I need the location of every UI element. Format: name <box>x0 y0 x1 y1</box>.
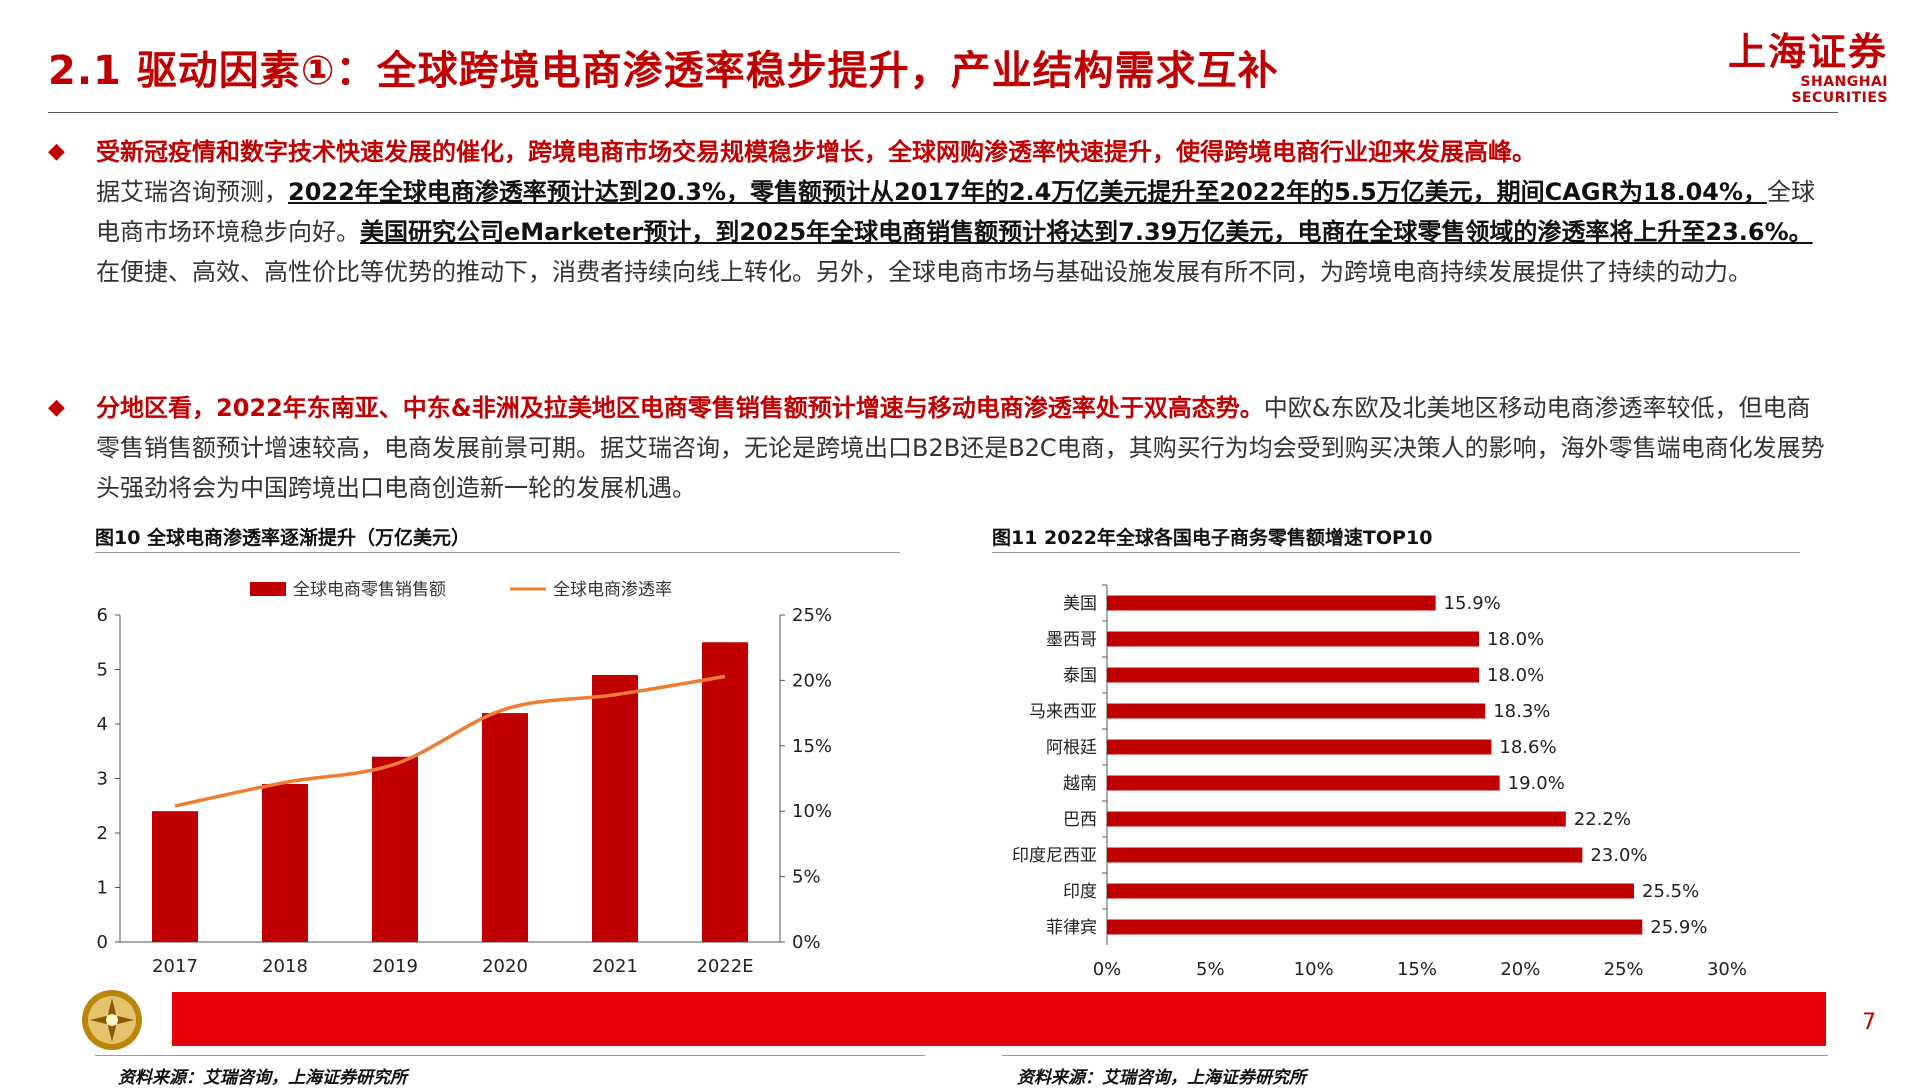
right-tick-label: 15% <box>792 736 832 757</box>
figure10-source: 资料来源：艾瑞咨询，上海证券研究所 <box>118 1068 407 1088</box>
figure11-title-rule <box>992 552 1800 553</box>
title-divider <box>48 112 1838 113</box>
category-label: 印度 <box>1063 882 1097 902</box>
category-label: 越南 <box>1063 774 1097 794</box>
figure11-source-rule <box>1002 1055 1828 1056</box>
para2-headline: 分地区看，2022年东南亚、中东&非洲及拉美地区电商零售销售额预计增速与移动电商… <box>96 394 1264 422</box>
x-tick-label: 2022E <box>696 956 753 977</box>
left-tick-label: 6 <box>97 605 108 626</box>
category-label: 马来西亚 <box>1029 702 1097 722</box>
right-tick-label: 5% <box>792 867 821 888</box>
value-label: 25.5% <box>1642 881 1699 902</box>
left-tick-label: 0 <box>97 932 108 953</box>
x-tick-label: 2021 <box>592 956 638 977</box>
bar-2021 <box>592 674 638 942</box>
figure10-title: 图10 全球电商渗透率逐渐提升（万亿美元） <box>95 527 471 549</box>
para1-text-3: 在便捷、高效、高性价比等优势的推动下，消费者持续向线上转化。另外，全球电商市场与… <box>96 258 1752 286</box>
bar-阿根廷 <box>1107 739 1492 755</box>
right-tick-label: 0% <box>792 932 821 953</box>
value-label: 25.9% <box>1650 917 1707 938</box>
value-label: 18.0% <box>1487 665 1544 686</box>
x-tick-label: 2019 <box>372 956 418 977</box>
bar-印度 <box>1107 883 1634 899</box>
category-label: 巴西 <box>1063 810 1097 830</box>
right-tick-label: 10% <box>792 801 832 822</box>
x-tick-label: 2020 <box>482 956 528 977</box>
figure10-source-rule <box>95 1055 925 1056</box>
category-label: 泰国 <box>1063 666 1097 686</box>
category-label: 美国 <box>1063 594 1097 614</box>
bullet-diamond-icon: ◆ <box>48 139 65 164</box>
penetration-line <box>174 674 726 808</box>
para1-text-1: 据艾瑞咨询预测， <box>96 178 288 206</box>
value-label: 18.0% <box>1487 629 1544 650</box>
para1-text-2: 全球电商市场环境稳步向好。 <box>96 178 1816 246</box>
bar-2017 <box>152 811 198 942</box>
page-title: 2.1 驱动因素①：全球跨境电商渗透率稳步提升，产业结构需求互补 <box>48 48 1279 94</box>
bar-2018 <box>262 783 308 942</box>
legend-swatch-sales <box>250 582 286 596</box>
legend-label-penetration: 全球电商渗透率 <box>553 580 672 600</box>
bar-巴西 <box>1107 811 1566 827</box>
bar-美国 <box>1107 595 1436 611</box>
emblem-icon <box>82 990 142 1050</box>
x-tick-label: 5% <box>1196 959 1225 980</box>
para1-highlight-1: 2022年全球电商渗透率预计达到20.3%，零售额预计从2017年的2.4万亿美… <box>288 178 1768 206</box>
left-tick-label: 1 <box>97 878 108 899</box>
x-tick-label: 0% <box>1093 959 1122 980</box>
paragraph-2: ◆ 分地区看，2022年东南亚、中东&非洲及拉美地区电商零售销售额预计增速与移动… <box>48 388 1828 508</box>
bar-马来西亚 <box>1107 703 1486 719</box>
bar-印度尼西亚 <box>1107 847 1583 863</box>
x-tick-label: 2018 <box>262 956 308 977</box>
category-label: 墨西哥 <box>1046 630 1097 650</box>
figure11-chart: 美国 15.9% 墨西哥 18.0% 泰国 18.0% 马来西亚 18.3% 阿根廷 18.6% 越… <box>1012 584 1747 980</box>
para1-headline: 受新冠疫情和数字技术快速发展的催化，跨境电商市场交易规模稳步增长，全球网购渗透率… <box>96 138 1536 166</box>
value-label: 22.2% <box>1574 809 1631 830</box>
left-tick-label: 5 <box>97 660 108 681</box>
figure11-source: 资料来源：艾瑞咨询，上海证券研究所 <box>1017 1068 1306 1088</box>
right-tick-label: 20% <box>792 670 832 691</box>
x-tick-label: 20% <box>1500 959 1540 980</box>
bar-越南 <box>1107 775 1500 791</box>
bullet-diamond-icon: ◆ <box>48 395 65 420</box>
x-tick-label: 30% <box>1707 959 1747 980</box>
bar-2022E <box>702 642 748 942</box>
figure10-title-rule <box>95 552 900 553</box>
figure10-chart: 全球电商零售销售额 全球电商渗透率 0 1 2 3 4 5 6 0% 5% 10% 15% 20% 25% 2… <box>97 580 832 977</box>
value-label: 18.6% <box>1499 737 1556 758</box>
category-label: 阿根廷 <box>1046 738 1097 758</box>
paragraph-1: ◆ 受新冠疫情和数字技术快速发展的催化，跨境电商市场交易规模稳步增长，全球网购渗… <box>48 132 1828 292</box>
x-tick-label: 25% <box>1604 959 1644 980</box>
bar-泰国 <box>1107 667 1479 683</box>
x-tick-label: 10% <box>1294 959 1334 980</box>
logo-en: SHANGHAI SECURITIES <box>1791 74 1888 106</box>
left-tick-label: 3 <box>97 769 108 790</box>
x-tick-label: 15% <box>1397 959 1437 980</box>
bar-菲律宾 <box>1107 919 1643 935</box>
logo-cn: 上海证券 <box>1727 30 1888 74</box>
bar-墨西哥 <box>1107 631 1479 647</box>
para1-highlight-2: 美国研究公司eMarketer预计，到2025年全球电商销售额预计将达到7.39… <box>360 218 1813 246</box>
x-tick-label: 2017 <box>152 956 198 977</box>
right-tick-label: 25% <box>792 605 832 626</box>
left-tick-label: 2 <box>97 823 108 844</box>
left-tick-label: 4 <box>97 714 108 735</box>
footer-bar <box>172 992 1826 1046</box>
value-label: 15.9% <box>1444 593 1501 614</box>
para2-body: 中欧&东欧及北美地区移动电商渗透率较低，但电商零售销售额预计增速较高，电商发展前… <box>96 394 1825 502</box>
bar-2020 <box>482 713 528 942</box>
page-number: 7 <box>1862 1010 1876 1035</box>
figure11-title: 图11 2022年全球各国电子商务零售额增速TOP10 <box>992 527 1433 549</box>
value-label: 18.3% <box>1493 701 1550 722</box>
legend-label-sales: 全球电商零售销售额 <box>293 580 446 600</box>
category-label: 菲律宾 <box>1046 918 1097 938</box>
value-label: 23.0% <box>1590 845 1647 866</box>
category-label: 印度尼西亚 <box>1012 846 1097 866</box>
value-label: 19.0% <box>1508 773 1565 794</box>
brand-logo: 上海证券 SHANGHAI SECURITIES <box>1718 30 1888 106</box>
bar-2019 <box>372 756 418 942</box>
